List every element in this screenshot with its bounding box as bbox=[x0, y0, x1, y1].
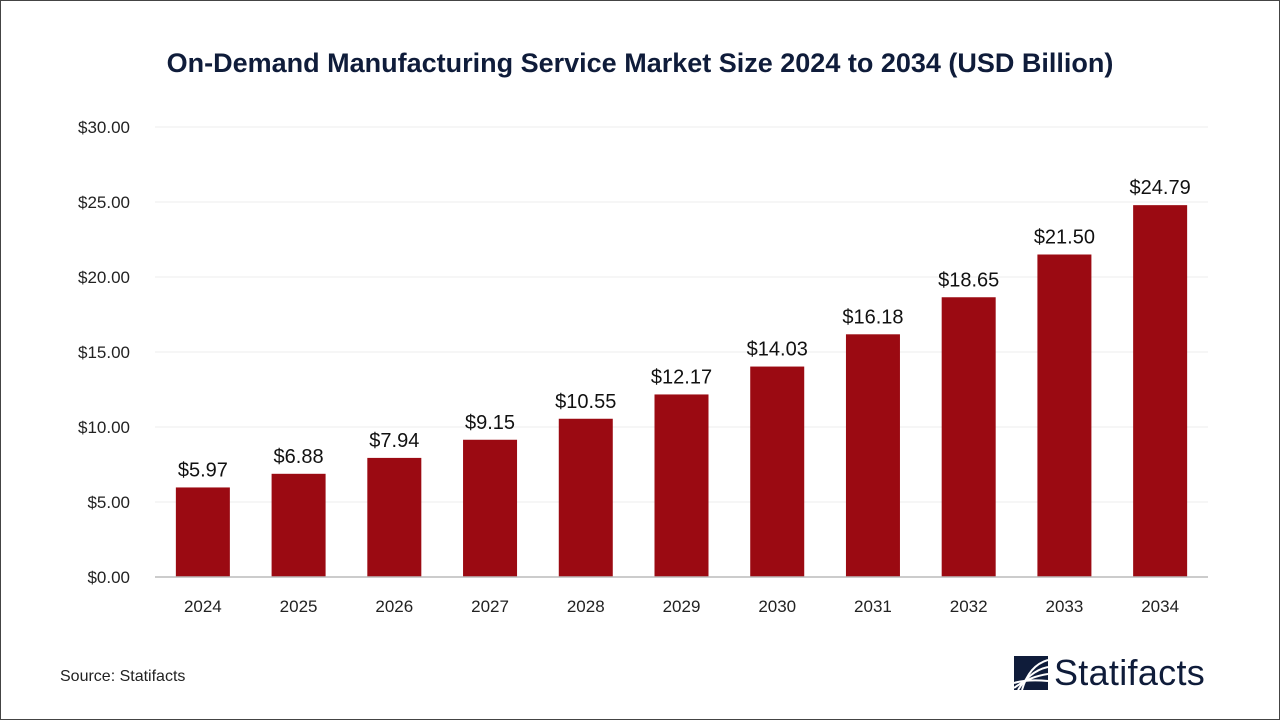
data-label: $14.03 bbox=[747, 339, 808, 361]
bar-2034 bbox=[1133, 205, 1188, 577]
chart-title: On-Demand Manufacturing Service Market S… bbox=[166, 48, 1114, 78]
x-tick-label: 2024 bbox=[184, 597, 222, 616]
x-tick-label: 2033 bbox=[1045, 597, 1083, 616]
bar-2027 bbox=[463, 439, 518, 577]
source-note: Source: Statifacts bbox=[60, 668, 186, 685]
bar-2026 bbox=[367, 457, 422, 577]
data-label: $18.65 bbox=[938, 269, 999, 291]
bar-2024 bbox=[175, 487, 230, 577]
data-label: $24.79 bbox=[1130, 177, 1191, 199]
y-tick-label: $25.00 bbox=[78, 193, 130, 212]
y-tick-label: $5.00 bbox=[87, 493, 130, 512]
y-tick-label: $10.00 bbox=[78, 418, 130, 437]
x-tick-label: 2034 bbox=[1141, 597, 1179, 616]
bar-2030 bbox=[750, 366, 805, 577]
bar-2031 bbox=[845, 334, 900, 577]
x-tick-label: 2031 bbox=[854, 597, 892, 616]
data-label: $5.97 bbox=[178, 459, 228, 481]
bar-2032 bbox=[941, 297, 996, 577]
statifacts-logo: Statifacts bbox=[1014, 652, 1205, 694]
x-tick-label: 2026 bbox=[375, 597, 413, 616]
bar-2033 bbox=[1037, 254, 1092, 577]
x-tick-label: 2032 bbox=[950, 597, 988, 616]
bar-2029 bbox=[654, 394, 709, 577]
y-tick-label: $15.00 bbox=[78, 343, 130, 362]
data-label: $7.94 bbox=[369, 430, 419, 452]
data-label: $9.15 bbox=[465, 412, 515, 434]
data-label: $12.17 bbox=[651, 366, 712, 388]
logo-text: Statifacts bbox=[1054, 652, 1206, 693]
data-label: $21.50 bbox=[1034, 227, 1095, 249]
x-tick-label: 2025 bbox=[280, 597, 318, 616]
y-tick-label: $0.00 bbox=[87, 568, 130, 587]
statifacts-logo-icon bbox=[1014, 656, 1048, 690]
data-label: $6.88 bbox=[274, 446, 324, 468]
bar-2025 bbox=[271, 473, 326, 577]
x-tick-label: 2028 bbox=[567, 597, 605, 616]
x-tick-label: 2029 bbox=[663, 597, 701, 616]
x-tick-label: 2027 bbox=[471, 597, 509, 616]
data-label: $16.18 bbox=[842, 306, 903, 328]
y-tick-label: $30.00 bbox=[78, 118, 130, 137]
y-tick-label: $20.00 bbox=[78, 268, 130, 287]
data-label: $10.55 bbox=[555, 391, 616, 413]
bar-2028 bbox=[558, 418, 613, 577]
x-tick-label: 2030 bbox=[758, 597, 796, 616]
